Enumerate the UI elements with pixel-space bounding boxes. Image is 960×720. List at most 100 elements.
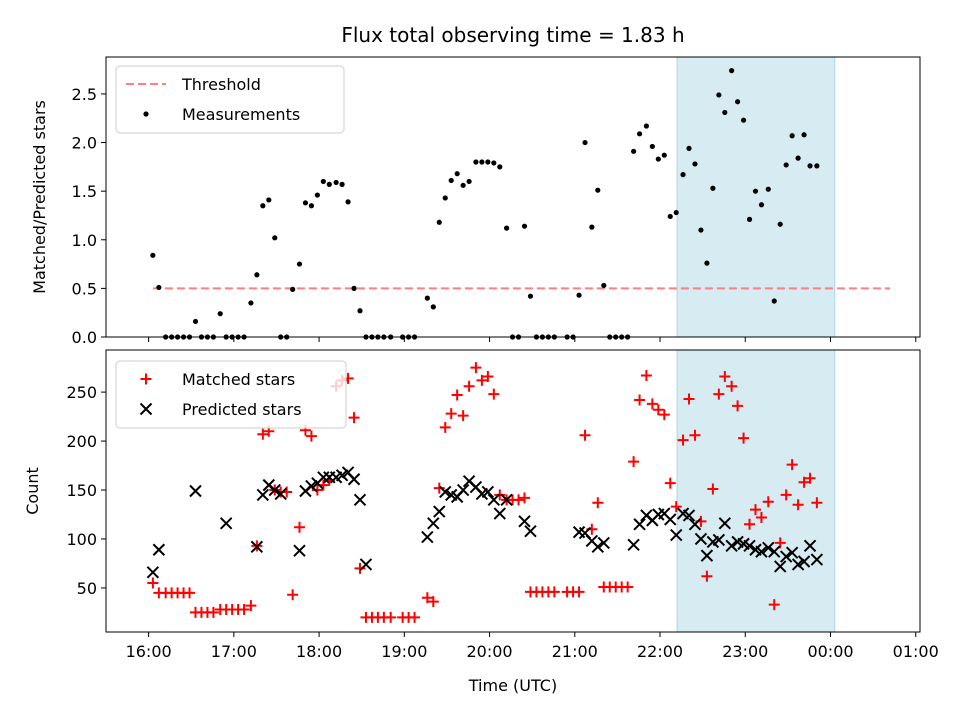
predicted-star-point [456, 483, 470, 497]
predicted-star-point [688, 518, 702, 531]
y-tick-label: 2.0 [72, 134, 97, 153]
measurement-point [527, 293, 534, 299]
legend: Threshold Measurements [115, 65, 345, 134]
legend-label: Measurements [182, 105, 300, 124]
measurement-point [643, 123, 649, 129]
measurement-point [576, 292, 582, 298]
measurement-point [254, 272, 260, 278]
predicted-star-point [268, 483, 281, 497]
predicted-star-point [433, 505, 446, 518]
measurement-point [582, 139, 588, 146]
matched-star-point [726, 380, 738, 392]
predicted-star-point [700, 549, 714, 562]
measurement-point [357, 308, 363, 314]
matched-star-point [811, 497, 823, 509]
matched-star-point [592, 497, 604, 509]
predicted-star-point [219, 517, 233, 530]
matched-star-point [749, 504, 761, 516]
measurement-point [746, 216, 753, 222]
measurement-point [655, 156, 661, 162]
measurement-point [491, 160, 497, 166]
matched-star-point [762, 496, 774, 508]
measurement-point [504, 225, 510, 231]
predicted-star-point [779, 550, 793, 563]
measurement-point [351, 285, 357, 291]
measurement-point [667, 213, 673, 220]
x-tick-label: 16:00 [126, 642, 172, 661]
measurement-point [430, 304, 436, 310]
predicted-star-point [152, 543, 166, 556]
measurement-point [752, 188, 759, 194]
predicted-star-point [518, 515, 531, 528]
axes-frame [105, 349, 921, 633]
measurement-point [302, 200, 309, 206]
matched-star-point [664, 477, 676, 489]
matched-star-point [287, 589, 299, 601]
y-axis-label: Matched/Predicted stars [30, 100, 49, 294]
measurement-point [314, 192, 320, 198]
matched-star-point [427, 596, 439, 608]
matched-star-point [433, 482, 445, 494]
matched-star-point [774, 537, 786, 549]
matched-star-point [245, 600, 257, 612]
matched-star-point [463, 380, 475, 392]
predicted-star-point [293, 544, 306, 557]
matched-star-point [385, 611, 397, 623]
matched-star-point [652, 404, 664, 416]
measurement-point [460, 182, 466, 188]
bottom-panel: 50 100 150 200 250 Count 16:00 17:00 18:00 19:00 2… [23, 349, 939, 661]
legend-label: Threshold [181, 75, 261, 94]
matched-star-point [207, 606, 219, 618]
measurement-point [783, 162, 789, 168]
measurement-point [704, 260, 710, 266]
measurement-point [686, 145, 692, 151]
matched-star-point [579, 429, 591, 441]
measurement-point [692, 161, 698, 167]
measurement-point [673, 209, 679, 216]
matched-star-point [628, 456, 640, 468]
matched-star-point [792, 499, 804, 511]
predicted-star-point [335, 469, 349, 482]
matched-star-point [354, 562, 366, 574]
highlight-span [676, 349, 836, 633]
y-tick-label: 100 [66, 530, 97, 549]
measurement-point [454, 171, 460, 177]
matched-star-point [707, 483, 719, 495]
matched-star-point [798, 476, 810, 488]
matched-star-point [646, 398, 658, 410]
matched-star-point [409, 611, 421, 623]
x-tick-label: 23:00 [722, 642, 768, 661]
matched-star-point [305, 430, 317, 442]
measurement-point [680, 172, 686, 178]
measurement-point [466, 178, 472, 185]
measurement-point [156, 284, 162, 291]
predicted-star-point [664, 513, 677, 526]
measurement-point [661, 152, 667, 158]
predicted-star-point [353, 493, 367, 507]
matched-star-point [470, 362, 482, 374]
top-panel: 0.0 0.5 1.0 1.5 2.0 2.5 Matched/Predicted star… [30, 56, 921, 347]
predicted-star-point [743, 539, 756, 553]
x-tick-label: 18:00 [296, 642, 342, 661]
matched-star-point [482, 370, 494, 382]
legend-swatch-measurements [143, 111, 149, 117]
measurement-point [150, 252, 156, 258]
highlight-span [676, 56, 836, 338]
matched-star-point [677, 434, 689, 446]
y-tick-label: 0.0 [72, 328, 97, 347]
predicted-star-point [670, 528, 683, 542]
matched-star-point [147, 577, 159, 589]
x-tick-label: 01:00 [893, 642, 939, 661]
matched-star-point [634, 394, 646, 406]
measurement-point [631, 148, 637, 154]
measurement-point [326, 181, 332, 187]
predicted-star-point [694, 532, 708, 546]
predicted-star-point [305, 479, 318, 493]
measurement-point [801, 132, 807, 138]
matched-star-point [804, 472, 816, 484]
predicted-star-point [274, 487, 287, 501]
predicted-star-point [439, 485, 452, 499]
predicted-star-point [797, 555, 811, 568]
measurement-point [807, 163, 813, 169]
